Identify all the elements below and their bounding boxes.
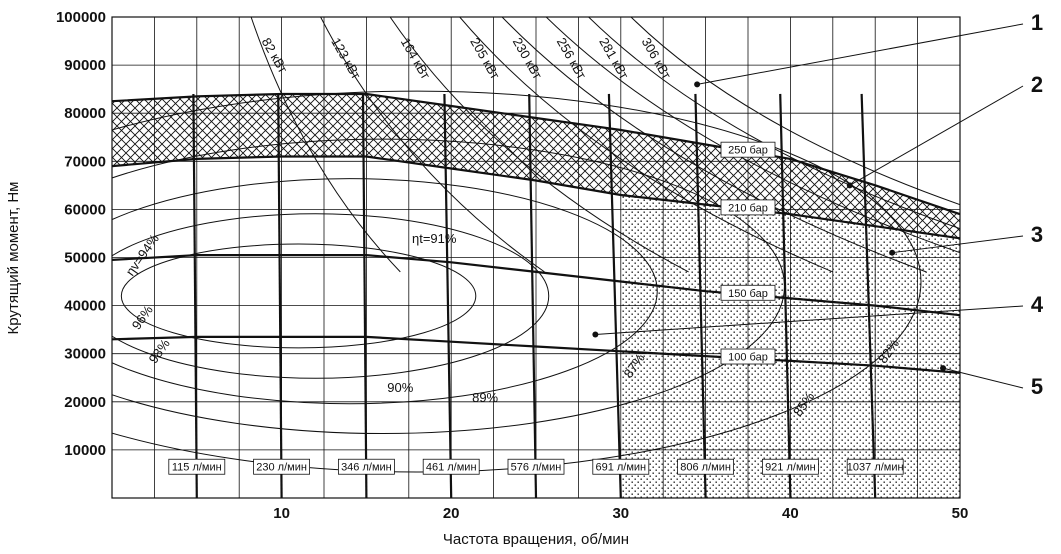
callout-leader [697, 23, 1024, 85]
pressure-curve [112, 92, 960, 216]
flow-label-box [846, 458, 904, 475]
flow-label-box [507, 458, 565, 475]
flow-line [443, 93, 453, 498]
efficiency-label: ηt=91% [412, 231, 457, 246]
flow-label: 576 л/мин [511, 462, 562, 474]
flow-line [607, 93, 622, 498]
power-curve [588, 17, 960, 230]
y-tick-label: 100000 [56, 9, 106, 26]
callout-leader [849, 85, 1024, 186]
y-tick-label: 20000 [64, 394, 106, 411]
pressure-label-box [720, 199, 776, 216]
y-tick-label: 90000 [64, 57, 106, 74]
callout-dot [940, 365, 947, 372]
callout-number: 2 [1031, 72, 1043, 97]
flow-label: 115 л/мин [172, 462, 222, 474]
y-axis-title: Крутящий момент, Нм [5, 182, 22, 335]
flow-line [528, 93, 538, 498]
grid-layer [112, 17, 960, 498]
flow-label: 461 л/мин [426, 462, 477, 474]
flow-label-box [253, 458, 311, 475]
flow-label: 346 л/мин [341, 462, 392, 474]
flow-line [860, 93, 877, 498]
power-curve [320, 17, 545, 273]
pressure-curve [112, 155, 960, 240]
y-tick-label: 40000 [64, 298, 106, 315]
flow-label: 1037 л/мин [847, 462, 904, 474]
callouts-layer: 1 2 3 4 5 [592, 10, 1044, 399]
power-curve [630, 17, 960, 206]
y-tick-label: 30000 [64, 346, 106, 363]
pressure-label-box [720, 141, 776, 158]
flow-label: 230 л/мин [256, 462, 307, 474]
y-tick-label: 60000 [64, 201, 106, 218]
efficiency-contour [112, 213, 550, 379]
callout-leader [595, 305, 1024, 335]
flow-line [694, 93, 707, 498]
power-label: 82 кВт [259, 35, 291, 75]
flow-line [277, 93, 283, 498]
pressure-label-box [720, 348, 776, 365]
x-axis-ticks: 10 20 30 40 50 [273, 505, 968, 522]
flow-line [192, 93, 198, 498]
flow-label-box [762, 458, 819, 475]
y-axis-ticks: 10000 20000 30000 40000 50000 60000 70000 80000… [56, 9, 106, 459]
power-curve [389, 17, 689, 273]
efficiency-contour [112, 90, 922, 473]
efficiency-label: 89% [472, 390, 498, 405]
x-axis-title: Частота вращения, об/мин [443, 531, 629, 548]
flow-label-box [337, 458, 395, 475]
flow-label-box [422, 458, 480, 475]
power-label: 123 кВт [328, 35, 364, 82]
pressure-label-box [720, 284, 776, 301]
flow-line [779, 93, 792, 498]
x-tick-label: 50 [952, 505, 969, 522]
callout-leader [942, 367, 1024, 389]
power-curve [501, 17, 927, 273]
x-tick-label: 20 [443, 505, 460, 522]
y-tick-label: 80000 [64, 105, 106, 122]
pressure-label: 210 бар [728, 202, 768, 214]
power-label: 256 кВт [554, 35, 590, 82]
efficiency-contour [120, 243, 477, 349]
pressure-label: 250 бар [728, 145, 768, 157]
efficiency-label: 98% [146, 336, 173, 366]
y-tick-label: 50000 [64, 250, 106, 267]
callout-dot [592, 331, 599, 338]
efficiency-label: 96% [129, 302, 156, 332]
pressure-label: 100 бар [728, 352, 768, 364]
flow-label-box [677, 458, 734, 475]
flow-label-box [168, 458, 226, 475]
efficiency-label: 90% [387, 380, 413, 395]
pressure-curve [112, 254, 960, 317]
power-label: 164 кВт [398, 35, 434, 82]
x-tick-label: 40 [782, 505, 799, 522]
x-tick-label: 30 [612, 505, 629, 522]
x-tick-label: 10 [273, 505, 290, 522]
efficiency-contour [112, 178, 658, 405]
callout-number: 1 [1031, 10, 1043, 35]
plot-frame [111, 16, 961, 499]
curves-layer [112, 17, 960, 498]
y-tick-label: 10000 [64, 442, 106, 459]
flow-label: 921 л/мин [765, 462, 816, 474]
callout-leader [892, 235, 1024, 254]
pressure-curve [112, 335, 960, 374]
callout-dot [694, 81, 701, 88]
callout-dot [889, 249, 896, 256]
power-curve [459, 17, 833, 273]
callout-dot [846, 182, 853, 189]
power-label: 281 кВт [596, 35, 632, 82]
callout-number: 4 [1031, 292, 1044, 317]
flow-label: 806 л/мин [680, 462, 731, 474]
callout-number: 3 [1031, 222, 1043, 247]
flow-label: 691 л/мин [595, 462, 646, 474]
flow-line [361, 93, 368, 498]
callout-number: 5 [1031, 374, 1043, 399]
pressure-label: 150 бар [728, 288, 768, 300]
y-tick-label: 70000 [64, 153, 106, 170]
flow-label-box [592, 458, 650, 475]
